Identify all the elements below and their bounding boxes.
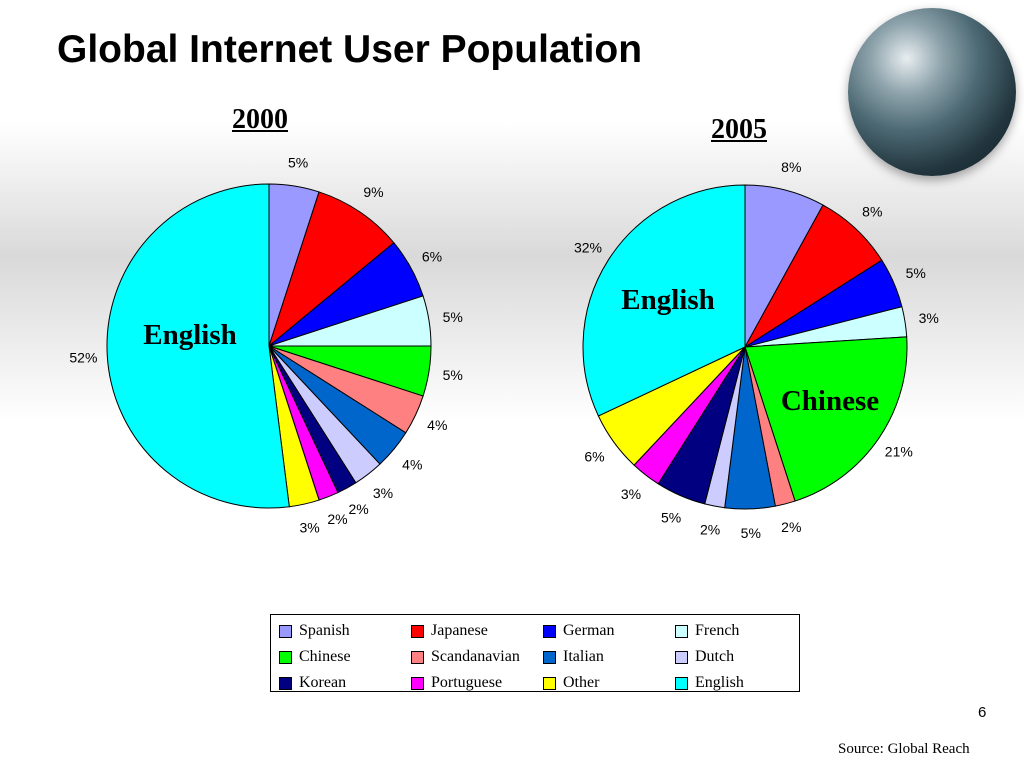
legend-label-french: French (695, 622, 740, 639)
legend-label-english: English (695, 674, 744, 691)
slice-2005-english (582, 184, 746, 417)
legend-item-other: Other (543, 670, 675, 696)
label-2000-japanese: 9% (363, 184, 383, 200)
chart-legend: Spanish Japanese German French Chinese Scanda… (270, 614, 800, 692)
legend-label-japanese: Japanese (431, 622, 488, 639)
label-2000-german: 6% (422, 248, 442, 264)
label-2000-spanish: 5% (288, 154, 308, 170)
label-2000-english: 52% (69, 350, 97, 366)
globe-icon (848, 8, 1016, 176)
label-2000-other: 3% (299, 520, 319, 536)
legend-item-portuguese: Portuguese (411, 670, 543, 696)
legend-swatch-scandanavian (411, 650, 424, 664)
source-note: Source: Global Reach (838, 741, 970, 757)
label-2000-chinese: 5% (443, 367, 463, 383)
legend-swatch-french (675, 624, 688, 638)
slice-2005-chinese (744, 336, 908, 502)
legend-label-scandanavian: Scandanavian (431, 648, 520, 665)
legend-item-korean: Korean (279, 670, 411, 696)
label-2000-italian: 4% (402, 457, 422, 473)
legend-item-italian: Italian (543, 644, 675, 670)
slice-2000-japanese (267, 191, 395, 348)
annotation-2005-english: English (621, 284, 715, 316)
legend-swatch-other (543, 676, 556, 690)
legend-label-chinese: Chinese (299, 648, 351, 665)
legend-swatch-japanese (411, 624, 424, 638)
legend-item-dutch: Dutch (675, 644, 807, 670)
legend-swatch-german (543, 624, 556, 638)
legend-label-other: Other (563, 674, 600, 691)
label-2005-chinese: 21% (885, 444, 913, 460)
slide-number: 6 (978, 704, 987, 721)
legend-item-german: German (543, 618, 675, 644)
label-2005-other: 6% (584, 448, 604, 464)
label-2005-portuguese: 3% (621, 486, 641, 502)
legend-swatch-chinese (279, 650, 292, 664)
legend-item-spanish: Spanish (279, 618, 411, 644)
label-2000-portuguese: 2% (327, 511, 347, 527)
legend-label-german: German (563, 622, 615, 639)
label-2005-spanish: 8% (781, 159, 801, 175)
slice-2000-english (106, 183, 290, 509)
label-2005-korean: 5% (661, 510, 681, 526)
slide-title: Global Internet User Population (57, 28, 643, 71)
legend-item-english: English (675, 670, 807, 696)
label-2005-german: 5% (906, 265, 926, 281)
legend-label-italian: Italian (563, 648, 604, 665)
legend-swatch-dutch (675, 650, 688, 664)
legend-item-japanese: Japanese (411, 618, 543, 644)
label-2005-italian: 5% (741, 525, 761, 541)
legend-swatch-spanish (279, 624, 292, 638)
label-2000-korean: 2% (348, 501, 368, 517)
label-2005-scandanavian: 2% (781, 519, 801, 535)
label-2005-dutch: 2% (700, 522, 720, 538)
label-2000-dutch: 3% (373, 485, 393, 501)
annotation-2000-english: English (143, 319, 237, 351)
legend-swatch-portuguese (411, 676, 424, 690)
legend-item-chinese: Chinese (279, 644, 411, 670)
annotation-2005-chinese: Chinese (781, 385, 879, 417)
label-2005-french: 3% (919, 310, 939, 326)
legend-label-spanish: Spanish (299, 622, 350, 639)
legend-label-portuguese: Portuguese (431, 674, 503, 691)
legend-label-korean: Korean (299, 674, 347, 691)
label-2000-french: 5% (443, 309, 463, 325)
legend-swatch-english (675, 676, 688, 690)
legend-swatch-korean (279, 676, 292, 690)
chart-2005-title: 2005 (711, 114, 767, 145)
legend-item-french: French (675, 618, 807, 644)
legend-item-scandanavian: Scandanavian (411, 644, 543, 670)
legend-swatch-italian (543, 650, 556, 664)
label-2000-scandanavian: 4% (427, 417, 447, 433)
chart-2000-title: 2000 (232, 104, 288, 135)
legend-label-dutch: Dutch (695, 648, 735, 665)
label-2005-english: 32% (574, 239, 602, 255)
label-2005-japanese: 8% (862, 203, 882, 219)
